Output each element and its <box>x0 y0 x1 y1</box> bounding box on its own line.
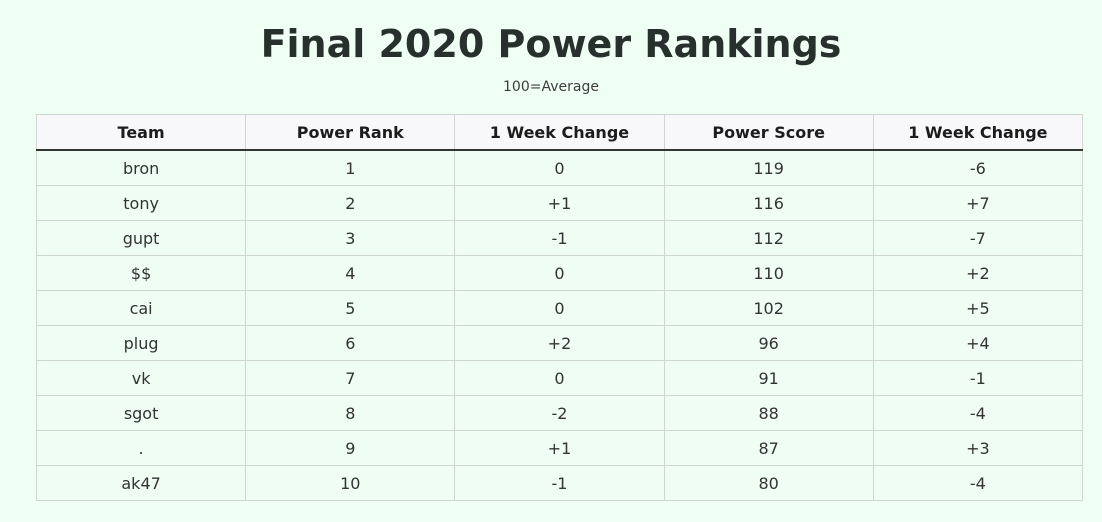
cell-power-rank: 9 <box>245 430 456 466</box>
table-row: plug 6 +2 96 +4 <box>35 325 1084 361</box>
cell-power-score: 119 <box>663 149 874 186</box>
cell-score-week-change: +4 <box>872 325 1084 361</box>
cell-rank-week-change: 0 <box>454 255 665 291</box>
cell-score-week-change: -4 <box>872 465 1084 501</box>
header-rank-week-change: 1 Week Change <box>454 114 665 151</box>
cell-power-rank: 1 <box>245 149 456 186</box>
cell-score-week-change: -7 <box>872 220 1084 256</box>
cell-team: ak47 <box>35 465 247 501</box>
cell-power-rank: 2 <box>245 185 456 221</box>
cell-rank-week-change: 0 <box>454 290 665 326</box>
header-power-score: Power Score <box>663 114 874 151</box>
cell-power-score: 110 <box>663 255 874 291</box>
cell-power-score: 96 <box>663 325 874 361</box>
cell-power-rank: 7 <box>245 360 456 396</box>
cell-team: sgot <box>35 395 247 431</box>
cell-team: plug <box>35 325 247 361</box>
cell-score-week-change: -1 <box>872 360 1084 396</box>
cell-score-week-change: -4 <box>872 395 1084 431</box>
table-header: Team Power Rank 1 Week Change Power Scor… <box>35 114 1084 151</box>
cell-rank-week-change: +2 <box>454 325 665 361</box>
cell-power-rank: 5 <box>245 290 456 326</box>
cell-score-week-change: +2 <box>872 255 1084 291</box>
table-row: vk 7 0 91 -1 <box>35 360 1084 396</box>
cell-power-score: 87 <box>663 430 874 466</box>
table-row: gupt 3 -1 112 -7 <box>35 220 1084 256</box>
cell-team: gupt <box>35 220 247 256</box>
cell-team: tony <box>35 185 247 221</box>
table-row: . 9 +1 87 +3 <box>35 430 1084 466</box>
cell-score-week-change: -6 <box>872 149 1084 186</box>
cell-power-rank: 4 <box>245 255 456 291</box>
cell-team: cai <box>35 290 247 326</box>
table-row: cai 5 0 102 +5 <box>35 290 1084 326</box>
page-subtitle: 100=Average <box>503 79 599 95</box>
cell-power-score: 80 <box>663 465 874 501</box>
cell-power-score: 116 <box>663 185 874 221</box>
page-title: Final 2020 Power Rankings <box>260 22 842 66</box>
table-row: tony 2 +1 116 +7 <box>35 185 1084 221</box>
cell-score-week-change: +7 <box>872 185 1084 221</box>
table-body: bron 1 0 119 -6 tony 2 +1 116 +7 gupt 3 … <box>35 149 1084 501</box>
cell-power-rank: 6 <box>245 325 456 361</box>
rankings-table: Team Power Rank 1 Week Change Power Scor… <box>35 114 1084 501</box>
cell-team: vk <box>35 360 247 396</box>
header-team: Team <box>35 114 247 151</box>
table-row: $$ 4 0 110 +2 <box>35 255 1084 291</box>
cell-rank-week-change: +1 <box>454 185 665 221</box>
cell-power-score: 102 <box>663 290 874 326</box>
table-row: ak47 10 -1 80 -4 <box>35 465 1084 501</box>
table-row: bron 1 0 119 -6 <box>35 149 1084 186</box>
cell-power-score: 91 <box>663 360 874 396</box>
cell-score-week-change: +3 <box>872 430 1084 466</box>
cell-rank-week-change: -1 <box>454 220 665 256</box>
cell-power-rank: 8 <box>245 395 456 431</box>
cell-team: . <box>35 430 247 466</box>
cell-power-score: 112 <box>663 220 874 256</box>
cell-power-rank: 3 <box>245 220 456 256</box>
cell-power-score: 88 <box>663 395 874 431</box>
header-power-rank: Power Rank <box>245 114 456 151</box>
header-row: Team Power Rank 1 Week Change Power Scor… <box>35 114 1084 151</box>
table-row: sgot 8 -2 88 -4 <box>35 395 1084 431</box>
cell-team: bron <box>35 149 247 186</box>
cell-team: $$ <box>35 255 247 291</box>
header-score-week-change: 1 Week Change <box>872 114 1084 151</box>
cell-rank-week-change: -2 <box>454 395 665 431</box>
cell-rank-week-change: +1 <box>454 430 665 466</box>
cell-rank-week-change: 0 <box>454 149 665 186</box>
cell-rank-week-change: -1 <box>454 465 665 501</box>
cell-score-week-change: +5 <box>872 290 1084 326</box>
cell-power-rank: 10 <box>245 465 456 501</box>
cell-rank-week-change: 0 <box>454 360 665 396</box>
